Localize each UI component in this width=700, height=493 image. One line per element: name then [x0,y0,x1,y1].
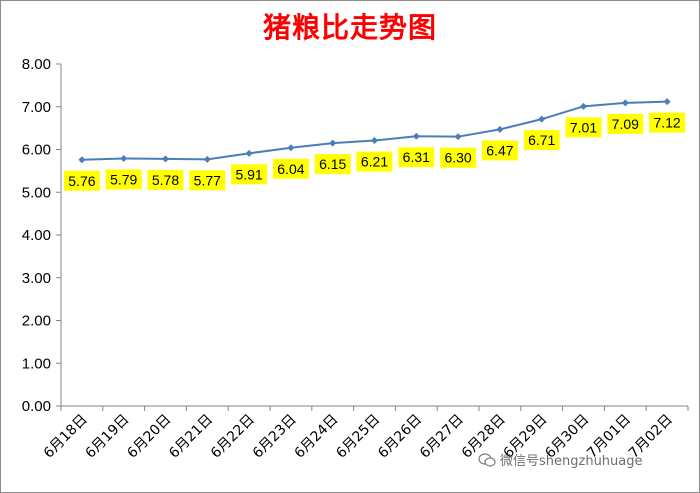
y-tick-label: 6.00 [22,142,51,159]
data-point [371,137,378,145]
y-tick-label: 1.00 [22,355,51,372]
data-label: 7.01 [570,119,597,135]
data-label: 6.21 [361,154,388,170]
data-point [621,99,629,107]
data-label: 5.91 [235,166,262,182]
watermark: 微信号shengzhuhuage [478,450,643,469]
data-label: 6.30 [444,150,471,166]
data-point [78,156,86,164]
x-tick-label: 6月22日 [208,412,258,462]
y-tick-label: 3.00 [22,270,51,287]
data-label-box [147,169,184,190]
data-point [412,132,420,140]
y-tick-label: 7.00 [22,99,51,116]
data-label-box [649,112,686,133]
data-label-box [105,169,142,190]
y-tick-label: 4.00 [22,227,51,244]
data-point [287,144,295,152]
y-tick-label: 8.00 [22,56,51,73]
x-tick-label: 6月24日 [292,412,342,462]
data-point [663,98,671,106]
data-label-box [440,147,477,168]
data-point [120,154,128,162]
data-point [329,139,337,147]
y-tick-label: 2.00 [22,313,51,330]
y-tick-label: 5.00 [22,184,51,201]
x-tick-label: 6月23日 [250,412,300,462]
data-label-box [231,164,268,185]
data-label: 6.04 [277,161,304,177]
data-point [162,155,169,163]
x-tick-label: 6月27日 [417,412,467,462]
data-point [538,115,546,123]
data-label-box [398,147,435,168]
data-point [580,102,587,110]
data-label-box [565,117,602,138]
x-tick-label: 6月26日 [375,412,425,462]
data-label: 6.71 [528,132,555,148]
series-line [78,98,671,164]
data-label: 6.47 [486,142,513,158]
data-point [245,149,253,157]
data-labels: 5.76 5.79 5.78 5.77 5.91 6.04 6.15 6.21 6.31 6.30… [63,112,686,191]
data-label: 6.15 [319,156,346,172]
data-label-box [356,151,393,172]
data-label-box [314,154,351,175]
data-label-box [272,158,309,179]
chart-title: 猪粮比走势图 [262,11,437,44]
axes [60,64,688,407]
data-label: 6.31 [403,149,430,165]
y-axis-ticks: 0.00 1.00 2.00 3.00 4.00 5.00 6.00 7.00 8.00 [22,56,61,415]
x-tick-label: 6月18日 [41,412,91,462]
wechat-icon [478,453,496,467]
data-label-box [523,130,560,151]
x-tick-label: 6月25日 [333,412,383,462]
data-label-box [63,170,100,191]
x-tick-label: 6月20日 [124,412,174,462]
data-label: 5.76 [68,173,95,189]
data-label: 7.09 [612,116,639,132]
y-tick-label: 0.00 [22,398,51,415]
data-point [454,133,462,141]
data-point [496,125,504,133]
data-label-box [189,170,226,191]
data-label: 5.77 [194,172,221,188]
x-tick-label: 6月21日 [166,412,216,462]
data-label-box [481,140,518,161]
watermark-text: 微信号shengzhuhuage [500,454,643,469]
x-tick-label: 6月19日 [83,412,133,462]
data-label: 5.78 [152,172,179,188]
data-label: 7.12 [653,115,680,131]
data-point [203,155,211,163]
data-label: 5.79 [110,171,137,187]
data-label-box [607,113,644,134]
